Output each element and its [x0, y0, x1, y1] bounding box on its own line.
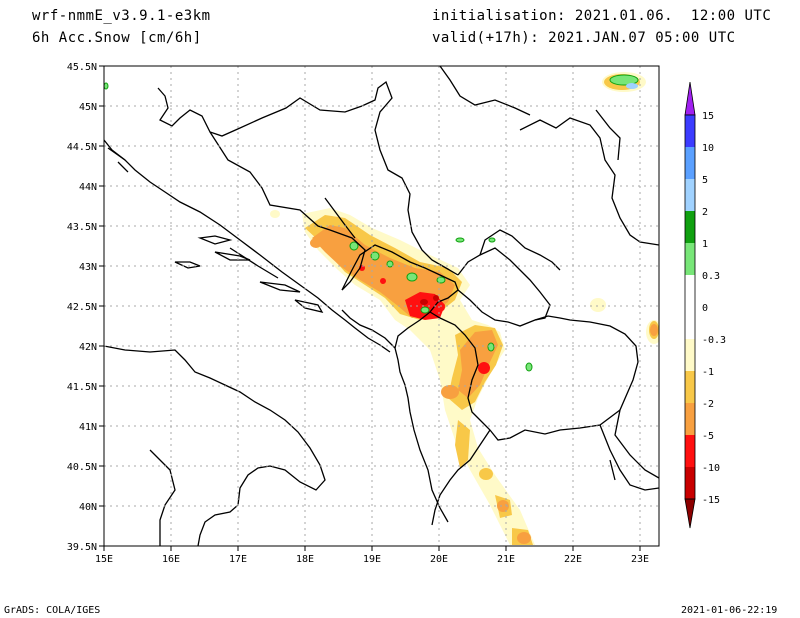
lon-label: 20E: [430, 554, 448, 565]
footer-credit: GrADS: COLA/IGES: [4, 605, 101, 616]
colorbar-swatch: [685, 467, 695, 499]
lat-label: 44.5N: [67, 142, 97, 153]
lat-label: 40N: [79, 502, 97, 513]
lon-label: 22E: [564, 554, 582, 565]
lon-label: 17E: [229, 554, 247, 565]
colorbar-label: 0.3: [702, 271, 720, 282]
colorbar-label: -2: [702, 399, 714, 410]
colorbar-swatch: [685, 211, 695, 243]
field-title: 6h Acc.Snow [cm/6h]: [32, 30, 202, 46]
colorbar-top-arrow: [684, 81, 696, 116]
colorbar-swatch: [685, 243, 695, 275]
lat-labels: 45.5N 45N 44.5N 44N 43.5N 43N 42.5N 42N …: [67, 62, 97, 553]
lon-label: 19E: [363, 554, 381, 565]
colorbar-label: 2: [702, 207, 708, 218]
colorbar-swatch: [685, 371, 695, 403]
colorbar-swatch: [685, 435, 695, 467]
snow-field: [104, 72, 659, 545]
colorbar-label: -10: [702, 463, 720, 474]
lat-label: 41.5N: [67, 382, 97, 393]
footer-timestamp: 2021-01-06-22:19: [681, 605, 778, 616]
lat-label: 43.5N: [67, 222, 97, 233]
colorbar-bottom-arrow: [684, 498, 696, 529]
colorbar-swatch: [685, 339, 695, 371]
lon-label: 18E: [296, 554, 314, 565]
initialisation-time: initialisation: 2021.01.06. 12:00 UTC: [432, 8, 772, 24]
lat-label: 44N: [79, 182, 97, 193]
map-grid: [104, 66, 659, 546]
lat-label: 43N: [79, 262, 97, 273]
lat-label: 40.5N: [67, 462, 97, 473]
colorbar-label: -15: [702, 495, 720, 506]
colorbar-swatch: [685, 115, 695, 147]
colorbar-label: 10: [702, 143, 714, 154]
valid-time: valid(+17h): 2021.JAN.07 05:00 UTC: [432, 30, 736, 46]
lon-label: 23E: [631, 554, 649, 565]
lat-label: 42.5N: [67, 302, 97, 313]
colorbar-label: 0: [702, 303, 708, 314]
lat-label: 41N: [79, 422, 97, 433]
colorbar-label: -0.3: [702, 335, 726, 346]
lat-label: 39.5N: [67, 542, 97, 553]
model-title: wrf-nmmE_v3.9.1-e3km: [32, 8, 211, 24]
colorbar: 15 10 5 2 1 0.3 0 -0.3 -1 -2 -5 -10 -15: [684, 81, 726, 529]
lat-label: 42N: [79, 342, 97, 353]
lon-label: 21E: [497, 554, 515, 565]
colorbar-swatch: [685, 147, 695, 179]
colorbar-swatch: [685, 403, 695, 435]
lon-label: 15E: [95, 554, 113, 565]
colorbar-label: -1: [702, 367, 714, 378]
colorbar-label: -5: [702, 431, 714, 442]
colorbar-label: 15: [702, 111, 714, 122]
colorbar-swatch: [685, 275, 695, 339]
lon-labels: 15E 16E 17E 18E 19E 20E 21E 22E 23E: [95, 554, 649, 565]
axis-ticks: [99, 65, 641, 551]
colorbar-label: 1: [702, 239, 708, 250]
map-area: [104, 66, 659, 546]
colorbar-label: 5: [702, 175, 708, 186]
lat-label: 45.5N: [67, 62, 97, 73]
lat-label: 45N: [79, 102, 97, 113]
colorbar-swatch: [685, 179, 695, 211]
lon-label: 16E: [162, 554, 180, 565]
